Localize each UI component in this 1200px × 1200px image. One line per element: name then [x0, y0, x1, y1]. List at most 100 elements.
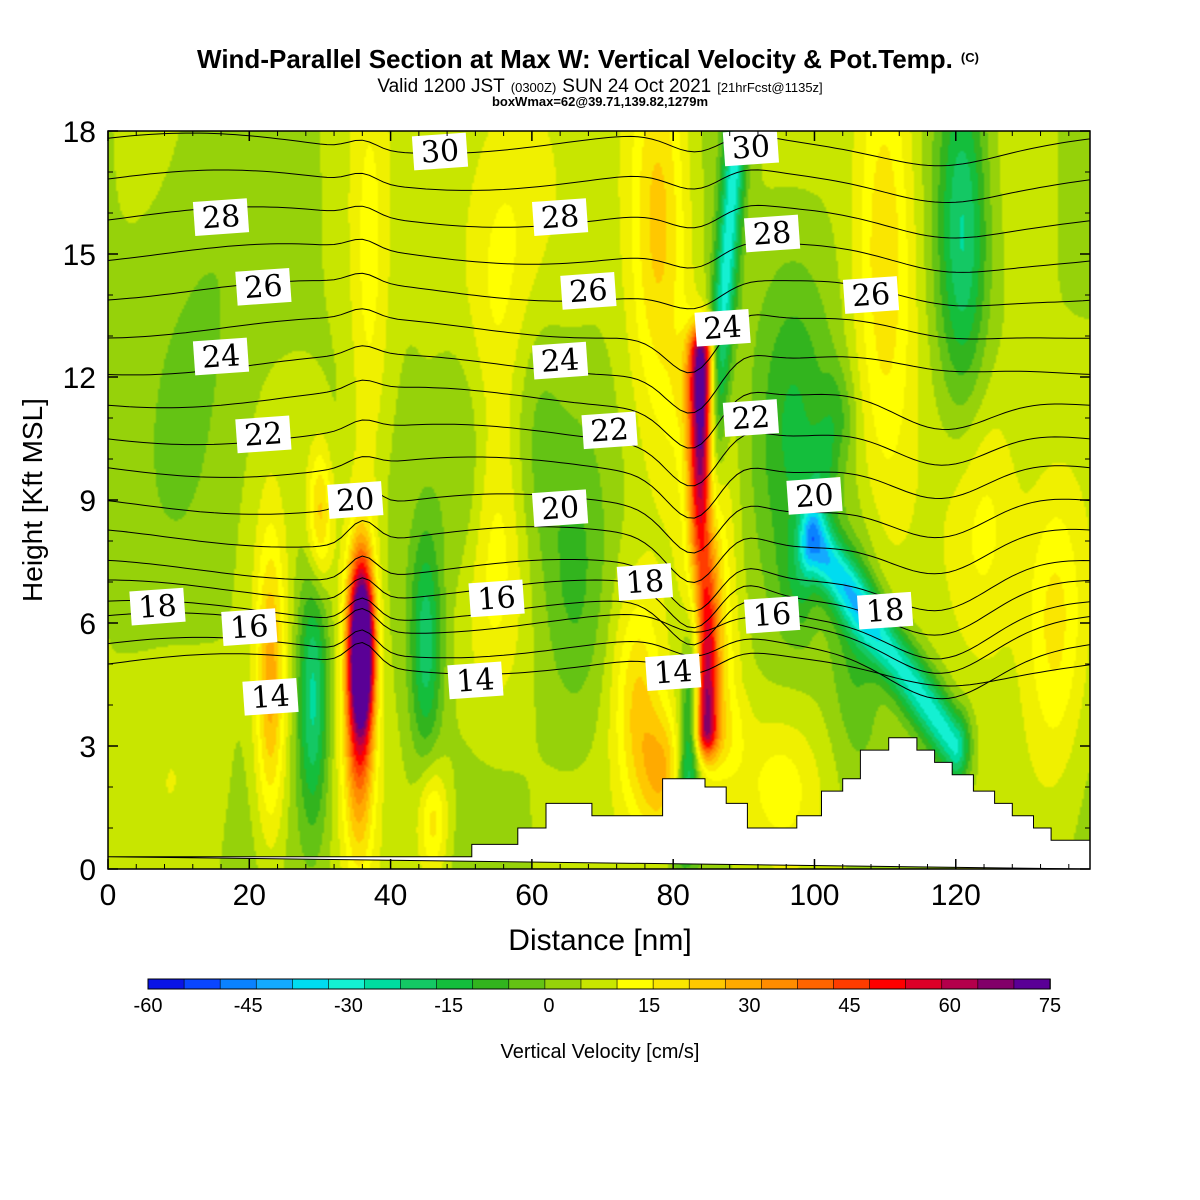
contour-label: 18 — [616, 563, 674, 602]
contour-label-text: 20 — [335, 482, 376, 520]
theta-contour-14 — [108, 641, 1090, 687]
colorbar-swatch — [436, 978, 474, 990]
colorbar-tick-label: 15 — [638, 995, 660, 1017]
contour-label-text: 30 — [420, 133, 461, 171]
colorbar-swatch — [292, 978, 330, 990]
contour-label-text: 28 — [752, 215, 793, 253]
colorbar-frame — [147, 978, 1051, 990]
x-tick-label: 80 — [656, 879, 689, 912]
contour-label: 28 — [743, 214, 801, 253]
chart-box-info: boxWmax=62@39.71,139.82,1279m — [492, 94, 708, 109]
colorbar-swatch — [724, 978, 763, 990]
contour-label: 18 — [856, 591, 914, 630]
contour-label: 14 — [447, 661, 504, 700]
contour-label: 16 — [468, 579, 525, 618]
colorbar-swatch — [472, 978, 510, 990]
colorbar-swatch — [147, 978, 185, 990]
y-tick-label: 9 — [79, 485, 96, 518]
terrain — [108, 737, 1090, 869]
contour-label-text: 16 — [752, 597, 793, 635]
x-tick-label: 20 — [233, 879, 266, 912]
x-tick-label: 0 — [100, 879, 117, 912]
theta-contour-20 — [108, 519, 1090, 584]
x-axis: 0 20 40 60 80 100 120 — [100, 131, 1070, 912]
contour-label-text: 18 — [625, 564, 666, 602]
y-tick-label: 0 — [79, 854, 96, 887]
contour-label-text: 18 — [865, 592, 906, 630]
y-tick-label: 12 — [63, 362, 96, 395]
colorbar-tick-label: -15 — [434, 995, 463, 1017]
contour-label: 18 — [129, 587, 186, 626]
theta-contour-29 — [108, 204, 1090, 239]
contour-label: 16 — [743, 595, 801, 635]
colorbar-swatch — [652, 978, 690, 990]
contour-label-text: 16 — [229, 609, 270, 647]
x-tick-label: 120 — [931, 879, 981, 912]
contour-label: 16 — [221, 608, 278, 647]
contour-label-text: 18 — [137, 588, 178, 626]
colorbar-swatch — [869, 978, 907, 990]
colorbar-swatch — [400, 978, 438, 990]
contour-label-text: 14 — [455, 662, 496, 700]
contour-label-text: 20 — [794, 478, 835, 516]
contour-label: 26 — [560, 272, 617, 311]
colorbar: -60 -45 -30 -15 0 15 30 45 60 75 — [134, 978, 1061, 1017]
colorbar-swatch — [255, 978, 294, 990]
contour-label: 14 — [645, 653, 702, 692]
y-tick-label: 18 — [63, 116, 96, 149]
colorbar-tick-label: -30 — [334, 995, 363, 1017]
y-axis: 0 3 6 9 12 15 18 — [63, 116, 1090, 887]
contour-label-text: 22 — [731, 400, 772, 438]
y-axis-label: Height [Kft MSL] — [17, 398, 48, 602]
contour-label-text: 28 — [201, 199, 242, 237]
contour-label-text: 22 — [589, 412, 630, 450]
chart-subtitle: Valid 1200 JST (0300Z) SUN 24 Oct 2021 [21h… — [377, 76, 822, 97]
colorbar-swatch — [797, 978, 835, 990]
contour-label-text: 26 — [568, 273, 609, 311]
contour-label: 26 — [235, 267, 292, 307]
colorbar-swatch — [833, 978, 871, 990]
colorbar-tick-label: 45 — [838, 995, 860, 1017]
contour-label-text: 22 — [243, 416, 284, 454]
theta-contour-19 — [108, 555, 1090, 612]
theta-contour-24 — [108, 379, 1090, 449]
colorbar-tick-label: 30 — [738, 995, 760, 1017]
x-tick-label: 100 — [789, 879, 839, 912]
colorbar-swatch — [508, 978, 546, 990]
theta-contour-30 — [108, 169, 1090, 204]
colorbar-swatch — [977, 978, 1015, 990]
contour-label-text: 16 — [476, 580, 517, 618]
contour-label-text: 26 — [243, 269, 284, 307]
contour-label: 28 — [531, 198, 589, 236]
x-axis-label: Distance [nm] — [508, 924, 691, 957]
colorbar-tick-label: 0 — [543, 995, 554, 1017]
contour-label-text: 20 — [540, 490, 581, 528]
contour-label-text: 24 — [702, 310, 743, 348]
colorbar-tick-label: -60 — [134, 995, 163, 1017]
theta-contour-31 — [108, 132, 1090, 167]
y-tick-label: 15 — [63, 239, 96, 272]
contour-label: 28 — [192, 198, 250, 237]
theta-contour-26 — [108, 308, 1090, 374]
contour-label-text: 24 — [201, 338, 242, 376]
theta-contour-21 — [108, 483, 1090, 554]
colorbar-tick-label: -45 — [234, 995, 263, 1017]
contour-label: 20 — [531, 489, 589, 528]
contour-label: 30 — [411, 132, 469, 171]
contour-label: 26 — [842, 276, 900, 314]
y-tick-label: 6 — [79, 608, 96, 641]
contour-label-text: 14 — [250, 679, 291, 717]
colorbar-swatch — [616, 978, 654, 990]
contour-label: 22 — [581, 411, 638, 450]
colorbar-tick-label: 75 — [1039, 995, 1061, 1017]
theta-contour-28 — [108, 238, 1090, 273]
x-tick-label: 40 — [374, 879, 407, 912]
contour-label-text: 14 — [653, 654, 694, 692]
colorbar-swatch — [328, 978, 366, 990]
contour-label-text: 24 — [540, 342, 581, 380]
colorbar-label: Vertical Velocity [cm/s] — [501, 1041, 700, 1063]
colorbar-swatch — [580, 978, 618, 990]
